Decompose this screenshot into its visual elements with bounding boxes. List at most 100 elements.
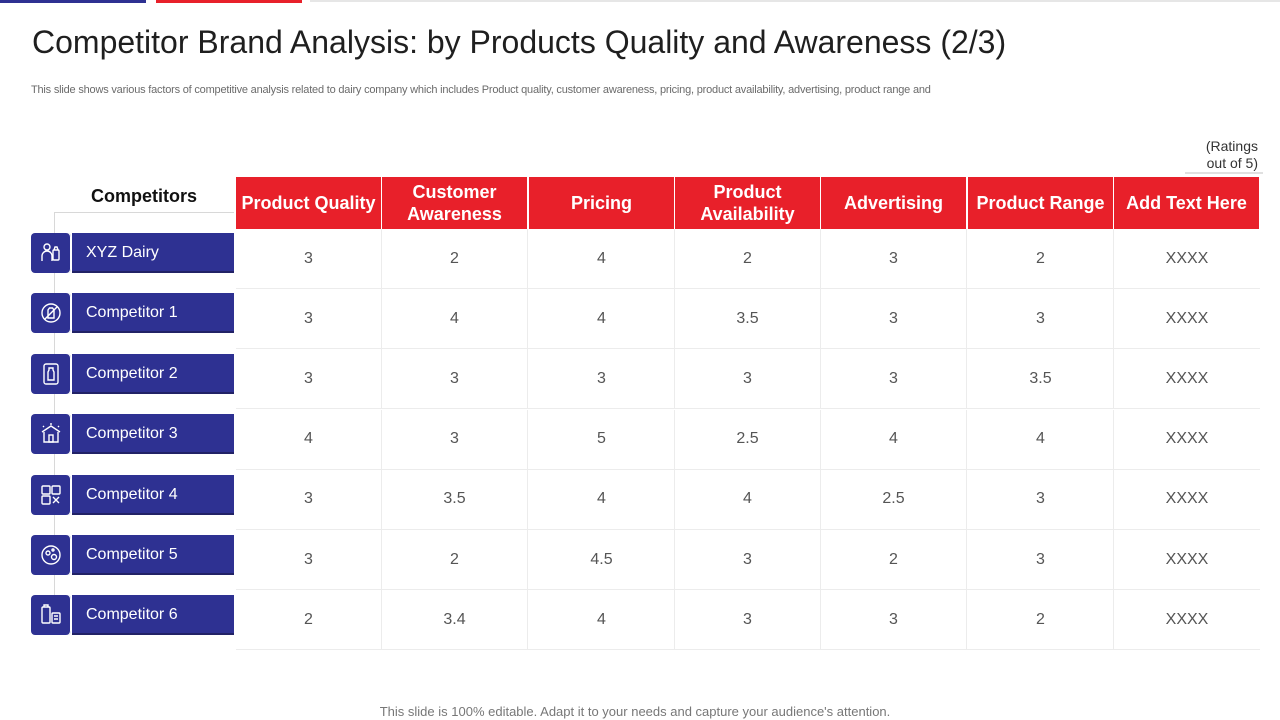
ratings-underline [1185, 172, 1263, 174]
rating-cell: 3 [821, 590, 967, 650]
competitor-name: Competitor 2 [86, 365, 178, 382]
rating-cell: XXXX [1165, 309, 1209, 327]
rating-cell: 3 [821, 349, 967, 409]
table-row: 3 2 4 2 3 2 XXXX [236, 229, 1260, 289]
rating-cell: 4.5 [529, 530, 675, 589]
top-accent-grey [310, 0, 1280, 2]
rating-cell: 5 [529, 409, 675, 469]
rating-cell: 4 [236, 409, 382, 469]
rating-cell: 3 [236, 469, 382, 529]
rating-cell: XXXX [1165, 610, 1209, 628]
rating-cell: 3 [236, 229, 382, 288]
no-milk-icon [31, 293, 71, 333]
rating-cell: 3 [821, 229, 967, 288]
rating-cell: 3.5 [968, 349, 1114, 409]
rating-cell: 2.5 [675, 409, 821, 469]
competitor-label: Competitor 1 [31, 293, 234, 333]
table-header-row: Product Quality Customer Awareness Pricing… [236, 177, 1260, 229]
milk-products-icon [31, 595, 71, 635]
competitor-label: Competitor 5 [31, 535, 234, 575]
slide-footer: This slide is 100% editable. Adapt it to… [379, 704, 891, 719]
column-header: Pricing [529, 177, 674, 229]
cheese-icon [31, 535, 71, 575]
rating-cell: XXXX [1165, 249, 1209, 267]
competitor-label: Competitor 2 [31, 354, 234, 394]
rating-cell: 2 [968, 590, 1114, 650]
table-row: 3 2 4.5 3 2 3 XXXX [236, 530, 1260, 590]
rating-cell: XXXX [1165, 550, 1209, 568]
competitor-bar [72, 354, 234, 394]
rating-cell: 3 [236, 349, 382, 409]
rating-cell: 4 [675, 469, 821, 529]
rating-cell: 3 [236, 530, 382, 589]
rating-cell: 4 [821, 409, 967, 469]
column-header: Product Quality [236, 177, 381, 229]
rating-cell: 3 [382, 349, 528, 409]
table-row: 4 3 5 2.5 4 4 XXXX [236, 409, 1260, 470]
rating-cell: 4 [529, 590, 675, 650]
rating-cell: 4 [529, 289, 675, 349]
competitor-bar [72, 293, 234, 333]
rating-cell: 3 [968, 289, 1114, 349]
cow-milk-icon [31, 475, 71, 515]
competitor-bar [72, 535, 234, 575]
competitors-header: Competitors [90, 186, 197, 206]
competitor-name: Competitor 3 [86, 425, 178, 442]
table-row: 3 4 4 3.5 3 3 XXXX [236, 289, 1260, 350]
competitor-label: Competitor 6 [31, 595, 234, 635]
milk-bottle-icon [31, 354, 71, 394]
rating-cell: XXXX [1165, 430, 1209, 448]
table-row: 3 3.5 4 4 2.5 3 XXXX [236, 469, 1260, 530]
rating-cell: XXXX [1165, 369, 1209, 387]
column-header: Advertising [821, 177, 966, 229]
rating-cell: 3 [968, 469, 1114, 529]
dairy-store-icon [31, 414, 71, 454]
rating-cell: 2 [382, 229, 528, 288]
rating-cell: 3.5 [675, 289, 821, 349]
rating-cell: 2 [968, 229, 1114, 288]
competitor-bar [72, 233, 234, 273]
rating-cell: 4 [968, 409, 1114, 469]
dairy-farmer-icon [31, 233, 71, 273]
rating-cell: 4 [529, 229, 675, 288]
ratings-note: (Ratings out of 5) [1205, 138, 1258, 171]
slide-subtitle: This slide shows various factors of comp… [31, 84, 931, 96]
competitor-bar [72, 414, 234, 454]
rating-cell: 3.5 [382, 469, 528, 529]
rating-cell: 3 [821, 289, 967, 349]
competitor-name: XYZ Dairy [86, 244, 159, 261]
competitor-label: XYZ Dairy [31, 233, 234, 273]
rating-cell: 2 [236, 590, 382, 650]
competitor-name: Competitor 1 [86, 304, 178, 321]
rating-cell: 2.5 [821, 469, 967, 529]
rating-cell: 3 [675, 349, 821, 409]
competitor-label: Competitor 4 [31, 475, 234, 515]
column-header: Product Availability [675, 177, 820, 229]
top-accent-navy [0, 0, 146, 3]
competitor-name: Competitor 5 [86, 546, 178, 563]
rating-cell: 3 [968, 530, 1114, 589]
rating-cell: 2 [675, 229, 821, 288]
competitor-bar [72, 595, 234, 635]
rating-cell: 3 [236, 289, 382, 349]
table-row: 3 3 3 3 3 3.5 XXXX [236, 349, 1260, 410]
competitor-label: Competitor 3 [31, 414, 234, 454]
column-header: Add Text Here [1114, 177, 1259, 229]
rating-cell: 3.4 [382, 590, 528, 650]
rating-cell: 3 [675, 530, 821, 589]
rating-cell: 2 [821, 530, 967, 589]
competitor-name: Competitor 4 [86, 486, 178, 503]
rating-cell: 3 [675, 590, 821, 650]
rating-cell: 4 [382, 289, 528, 349]
tree-connector-horizontal [54, 212, 234, 213]
competitor-bar [72, 475, 234, 515]
table-row: 2 3.4 4 3 3 2 XXXX [236, 590, 1260, 651]
competitor-name: Competitor 6 [86, 606, 178, 623]
rating-cell: 3 [382, 409, 528, 469]
rating-cell: 3 [529, 349, 675, 409]
rating-cell: XXXX [1165, 490, 1209, 508]
rating-cell: 4 [529, 469, 675, 529]
slide-title: Competitor Brand Analysis: by Products Q… [32, 24, 1007, 60]
top-accent-red [156, 0, 302, 3]
column-header: Customer Awareness [382, 177, 527, 229]
